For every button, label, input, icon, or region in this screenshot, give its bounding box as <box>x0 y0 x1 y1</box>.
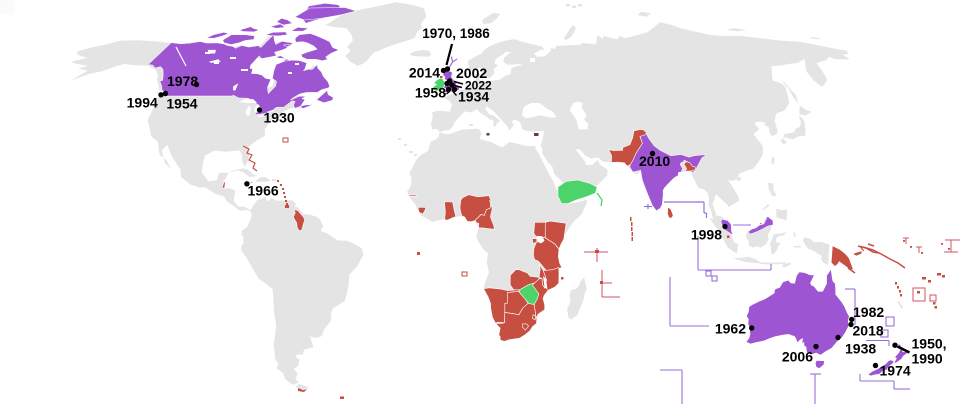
svg-text:1998: 1998 <box>691 227 722 243</box>
svg-text:1930: 1930 <box>264 110 295 126</box>
svg-text:1990: 1990 <box>912 351 943 367</box>
svg-text:2006: 2006 <box>782 349 813 365</box>
svg-text:1934: 1934 <box>458 89 489 105</box>
svg-text:1978: 1978 <box>167 73 198 89</box>
svg-text:2014: 2014 <box>409 65 440 81</box>
svg-text:1958: 1958 <box>415 85 446 101</box>
svg-text:2002: 2002 <box>456 65 487 81</box>
svg-text:1962: 1962 <box>715 321 746 337</box>
svg-text:1970, 1986: 1970, 1986 <box>422 26 490 41</box>
svg-text:2018: 2018 <box>853 323 884 339</box>
svg-text:1950,: 1950, <box>912 336 947 352</box>
svg-text:2022: 2022 <box>465 79 492 93</box>
svg-text:1966: 1966 <box>248 183 279 199</box>
svg-text:1974: 1974 <box>880 363 911 379</box>
svg-text:1994: 1994 <box>127 95 158 111</box>
svg-text:1982: 1982 <box>853 304 884 320</box>
svg-text:1954: 1954 <box>166 96 197 112</box>
svg-text:1938: 1938 <box>845 341 876 357</box>
svg-text:2010: 2010 <box>639 153 670 169</box>
